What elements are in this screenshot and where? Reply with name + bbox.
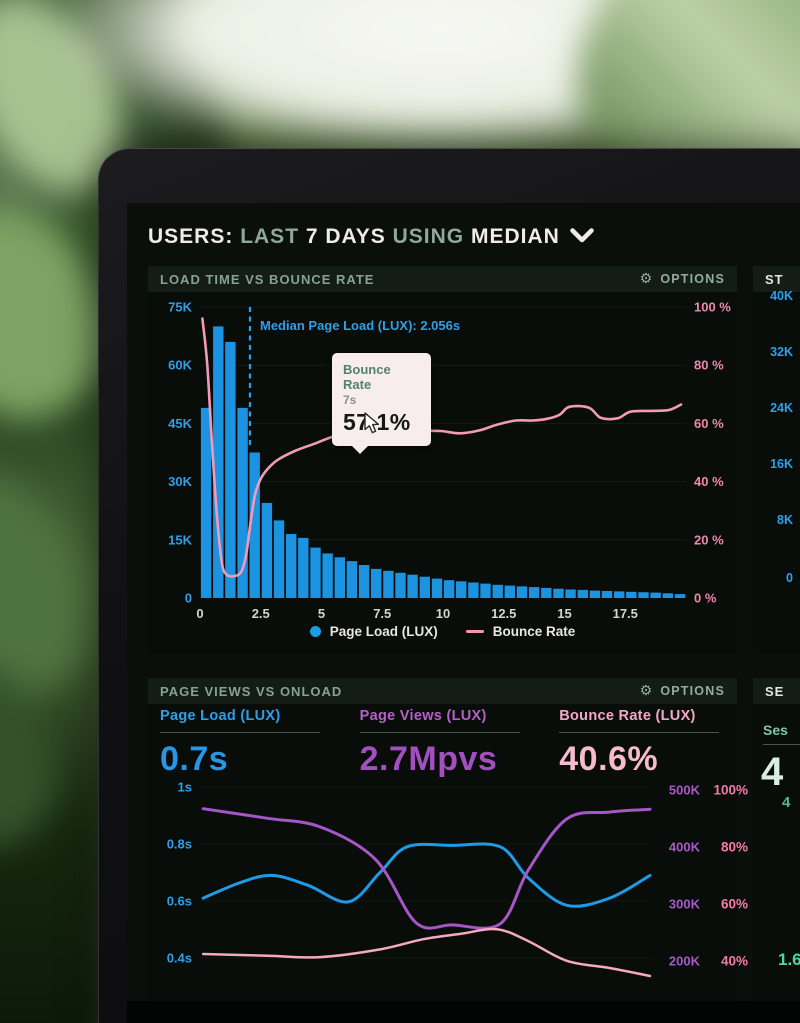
legend-label: Page Load (LUX) [329,624,438,639]
svg-text:15: 15 [557,606,571,621]
stat-value: 4 [761,750,784,794]
panel-partial-right-top: ST 40K 32K 24K 16K 8K 0 [753,266,800,655]
stats-row: Page Load (LUX) 0.7s Page Views (LUX) 2.… [148,708,737,779]
svg-text:0.8s: 0.8s [167,837,192,852]
chart-legend: Page Load (LUX) Bounce Rate [148,624,737,639]
tooltip-series: Bounce Rate [343,362,391,392]
svg-text:200K: 200K [669,954,701,969]
svg-text:15K: 15K [168,532,192,547]
stat-label: Page Views (LUX) [359,708,487,724]
svg-text:75K: 75K [168,300,192,315]
dashboard-title: USERS: LAST 7 DAYS USING MEDIAN [148,222,594,252]
header-title-segment: LAST [240,225,306,248]
dashboard-title-text: USERS: LAST 7 DAYS USING MEDIAN [148,225,560,249]
panel-page-views-vs-onload: PAGE VIEWS VS ONLOAD ⚙ OPTIONS Page Load… [148,678,748,1001]
svg-text:0: 0 [196,606,203,621]
svg-text:17.5: 17.5 [613,606,638,621]
options-button[interactable]: ⚙ OPTIONS [640,272,725,286]
svg-text:300K: 300K [669,897,701,912]
pink-dash-icon [465,630,484,633]
blue-dot-icon [309,626,321,637]
stat-label: Page Load (LUX) [160,708,281,724]
svg-text:100 %: 100 % [694,300,731,315]
stat-underline [559,732,720,733]
stat-value: 0.7s [160,740,229,778]
legend-item-bounce-rate[interactable]: Bounce Rate [465,624,576,639]
chevron-down-icon[interactable] [570,225,594,249]
options-label: OPTIONS [660,684,725,698]
gear-icon: ⚙ [639,271,654,287]
svg-text:0.6s: 0.6s [167,894,192,909]
y-tick: 8K [777,513,793,527]
svg-text:0: 0 [185,591,192,606]
median-annotation: Median Page Load (LUX): 2.056s [260,318,461,333]
mouse-cursor-icon [363,412,383,439]
stat-value: 2.7Mpvs [359,740,498,778]
stat-underline [763,744,800,745]
page-views-chart[interactable]: 1s 0.8s 0.6s 0.4s 500K 400K 300K 200K 100% 80% 60%… [148,780,748,1001]
screen-bottom-edge [127,1001,800,1023]
options-button[interactable]: ⚙ OPTIONS [640,684,725,698]
stat-extra-value: 1.6 [778,950,800,969]
stat-bounce-rate: Bounce Rate (LUX) 40.6% [542,708,737,779]
legend-item-page-load[interactable]: Page Load (LUX) [309,624,438,639]
svg-text:1s: 1s [178,780,192,795]
panel-partial-right-bottom: SE Ses 4 4 1.6 [753,678,800,1001]
y-tick: 32K [770,345,793,359]
header-title-segment: USING [392,225,471,248]
svg-text:0 %: 0 % [694,591,717,606]
stat-value: 40.6% [559,740,659,778]
stat-page-views: Page Views (LUX) 2.7Mpvs [343,708,543,779]
load-time-chart[interactable]: 75K 60K 45K 30K 15K 0 100 % 80 % 60 % 40 % 20 % 0 %… [148,292,737,655]
svg-text:500K: 500K [669,783,701,798]
stat-sub-value: 4 [782,794,791,811]
svg-text:30K: 30K [168,474,192,489]
panel-title: SE [753,678,800,704]
svg-text:80%: 80% [721,840,748,855]
svg-text:0.4s: 0.4s [167,951,192,966]
y-tick: 16K [770,457,793,471]
y-tick: 40K [770,289,793,303]
svg-text:40 %: 40 % [694,474,724,489]
header-title-segment: USERS: [148,225,241,248]
panel-load-time-vs-bounce-rate: LOAD TIME VS BOUNCE RATE ⚙ OPTIONS 75K 60… [148,266,737,655]
stat-underline [359,732,520,733]
svg-text:40%: 40% [721,954,748,969]
svg-text:60K: 60K [168,358,192,373]
header-title-segment: 7 DAYS [305,225,393,248]
options-label: OPTIONS [660,272,725,286]
y-tick: 24K [770,401,793,415]
panel-header: PAGE VIEWS VS ONLOAD ⚙ OPTIONS [148,678,737,704]
tooltip-x-value: 7s [343,393,357,407]
svg-text:100%: 100% [713,783,748,798]
panel-title: LOAD TIME VS BOUNCE RATE [160,271,375,287]
svg-text:80 %: 80 % [694,358,724,373]
y-tick: 0 [786,571,793,585]
stat-label: Bounce Rate (LUX) [559,708,696,724]
panel-title: PAGE VIEWS VS ONLOAD [160,683,343,699]
svg-text:60%: 60% [721,897,748,912]
svg-text:45K: 45K [168,416,192,431]
chart-tooltip: Bounce Rate 7s 57.1% [332,353,431,454]
svg-text:7.5: 7.5 [373,606,391,621]
svg-text:60 %: 60 % [694,416,724,431]
svg-text:5: 5 [318,606,325,621]
svg-text:2.5: 2.5 [252,606,270,621]
legend-label: Bounce Rate [492,624,576,639]
panel-title: ST [753,266,800,292]
stat-label: Ses [763,722,788,738]
gear-icon: ⚙ [639,683,654,699]
stat-underline [160,732,320,733]
svg-text:10: 10 [436,606,450,621]
svg-text:400K: 400K [669,840,701,855]
svg-text:12.5: 12.5 [491,606,516,621]
header-title-segment: MEDIAN [470,225,560,248]
panel-header: LOAD TIME VS BOUNCE RATE ⚙ OPTIONS [148,266,737,292]
svg-text:20 %: 20 % [694,532,724,547]
stat-page-load: Page Load (LUX) 0.7s [148,708,343,779]
